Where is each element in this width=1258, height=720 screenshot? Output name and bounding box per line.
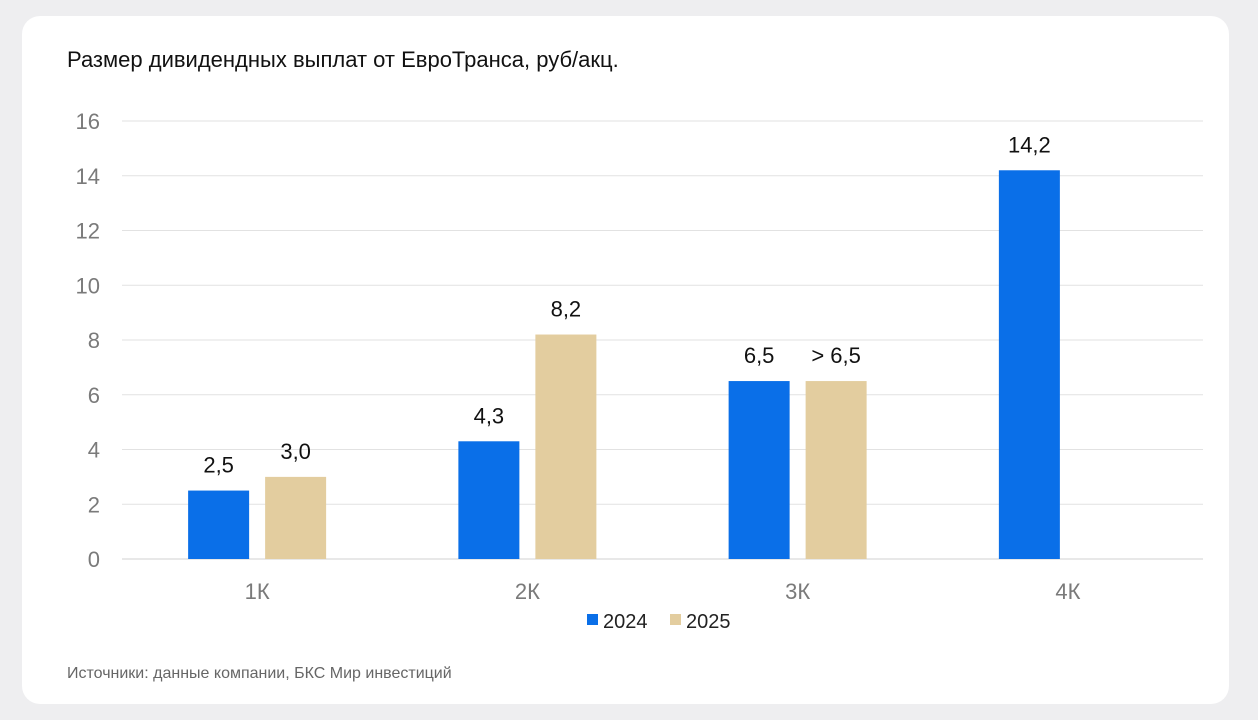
data-label: 2,5	[203, 453, 234, 478]
data-label: > 6,5	[811, 343, 861, 368]
data-label: 3,0	[280, 439, 311, 464]
data-label: 4,3	[474, 403, 505, 428]
y-tick-label: 10	[76, 273, 100, 298]
legend-label: 2025	[686, 611, 731, 633]
y-tick-label: 0	[88, 547, 100, 572]
y-tick-label: 4	[88, 438, 100, 463]
data-label: 14,2	[1008, 132, 1051, 157]
bar-2025	[805, 381, 867, 559]
legend-swatch-2025	[670, 614, 681, 625]
bar-2024	[458, 441, 520, 559]
y-tick-label: 14	[76, 164, 100, 189]
y-tick-label: 16	[76, 109, 100, 134]
y-tick-label: 2	[88, 492, 100, 517]
x-tick-label: 3К	[785, 579, 810, 604]
data-label: 8,2	[551, 297, 582, 322]
x-tick-label: 2К	[515, 579, 540, 604]
x-tick-label: 4К	[1055, 579, 1080, 604]
chart-title: Размер дивидендных выплат от ЕвроТранса,…	[67, 47, 619, 72]
bar-2024	[728, 381, 790, 559]
bar-2024	[188, 490, 250, 559]
bar-2024	[998, 170, 1060, 559]
legend-label: 2024	[603, 611, 648, 633]
y-tick-label: 6	[88, 383, 100, 408]
y-tick-label: 12	[76, 219, 100, 244]
y-tick-label: 8	[88, 328, 100, 353]
source-note: Источники: данные компании, БКС Мир инве…	[67, 665, 452, 682]
x-tick-label: 1К	[245, 579, 270, 604]
data-label: 6,5	[744, 343, 775, 368]
bar-2025	[265, 476, 327, 559]
legend-swatch-2024	[587, 614, 598, 625]
bar-2025	[535, 334, 597, 559]
